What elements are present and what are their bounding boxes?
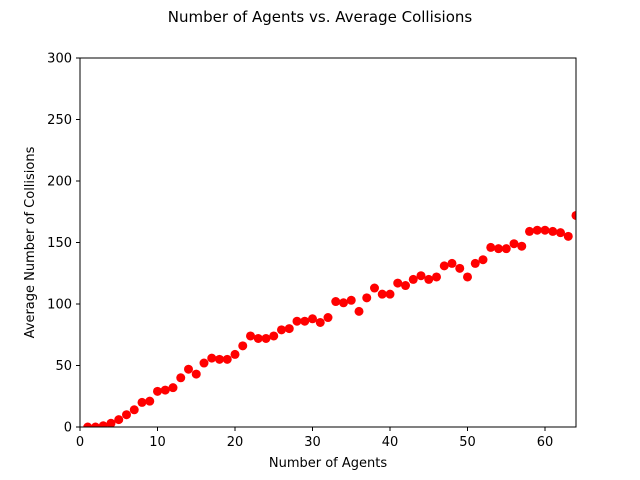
y-tick-label: 0 [64,421,72,436]
y-axis-label: Average Number of Collisions [23,146,38,338]
data-point [269,331,279,341]
data-point [253,333,263,343]
y-tick-label: 250 [47,113,72,128]
data-point [176,373,186,383]
data-point [393,278,403,288]
data-point [114,415,124,425]
x-tick-label: 0 [76,435,84,450]
data-point [323,313,333,323]
data-point [91,422,100,427]
data-point [207,353,217,363]
data-point [284,324,294,334]
data-point [315,317,325,327]
plot-frame [79,57,577,428]
data-point [478,255,488,265]
data-point [532,225,542,235]
x-axis-label: Number of Agents [269,456,387,471]
data-point [424,274,434,284]
data-point [199,358,209,368]
data-point [525,226,534,236]
data-point [129,405,139,415]
data-point [556,228,565,238]
x-axis-ticks: 0 10 20 30 40 50 60 [76,427,553,450]
data-point [447,258,457,268]
data-point [331,297,341,307]
data-point [377,289,387,299]
x-tick-label: 30 [304,435,321,450]
data-point [540,225,550,235]
data-point [160,385,170,395]
data-point [215,354,224,364]
data-point [571,210,576,220]
data-point [416,271,426,281]
data-point [122,410,131,420]
data-point [137,397,147,407]
data-point [145,396,155,406]
data-point [230,349,240,359]
data-point [191,369,201,379]
data-point [292,316,302,326]
data-point [184,364,193,374]
x-tick-label: 50 [459,435,476,450]
x-tick-label: 20 [227,435,244,450]
data-point [455,263,465,273]
data-point [401,281,410,291]
x-tick-label: 10 [149,435,166,450]
data-point [548,226,558,236]
points-layer [83,210,576,427]
data-point [509,239,519,249]
data-point [439,261,449,271]
data-point [277,325,286,335]
data-point [563,231,573,241]
data-point [362,293,372,303]
data-point [246,331,255,341]
data-point [470,258,480,268]
data-point [98,421,108,427]
data-point [385,289,395,299]
y-tick-label: 100 [47,298,72,313]
data-point [501,244,511,254]
data-point [222,354,232,364]
data-point [408,274,418,284]
y-tick-label: 200 [47,175,72,190]
data-point [168,383,178,393]
data-point [238,341,248,351]
data-point [308,314,317,324]
data-point [346,295,356,305]
data-point [463,272,472,282]
data-point [261,333,271,343]
x-tick-label: 40 [382,435,399,450]
y-tick-label: 150 [47,236,72,251]
data-point [354,306,364,316]
data-point [517,241,527,251]
data-point [370,283,379,293]
data-point [339,298,348,308]
chart-title: Number of Agents vs. Average Collisions [168,8,473,26]
data-point [432,272,441,282]
data-point [494,244,503,254]
data-point [153,386,162,396]
data-point [486,242,496,252]
y-tick-label: 50 [55,359,72,374]
x-tick-label: 60 [537,435,554,450]
data-point [83,422,93,427]
y-axis-ticks: 0 50 100 150 200 250 300 [47,52,80,436]
data-point [106,418,116,427]
data-point [300,316,310,326]
y-tick-label: 300 [47,52,72,67]
